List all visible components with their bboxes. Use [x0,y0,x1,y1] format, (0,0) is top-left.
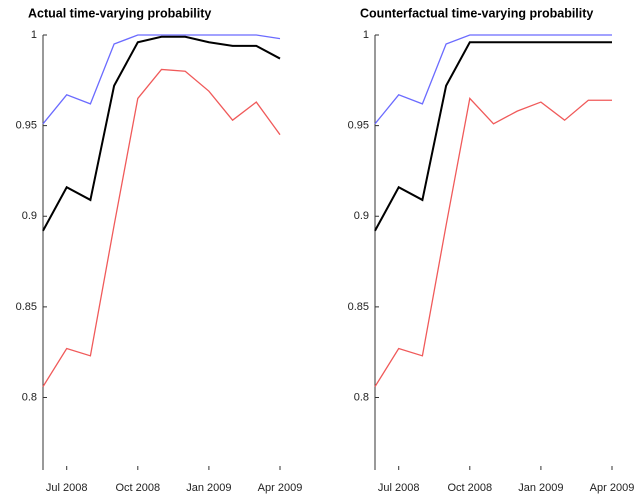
series-line [374,34,612,125]
y-tick-label: 0.9 [354,210,369,222]
x-tick-label: Apr 2009 [258,482,303,494]
x-tick-label: Oct 2008 [115,482,160,494]
series-line [42,68,281,387]
y-tick-label: 0.9 [22,210,37,222]
y-tick-label: 0.95 [348,120,369,132]
y-tick-label: 0.85 [16,301,37,313]
series-line [42,35,281,232]
x-tick-label: Jan 2009 [186,482,231,494]
x-tick-label: Jul 2008 [46,482,88,494]
x-tick-label: Oct 2008 [447,482,492,494]
y-tick-label: 0.85 [348,301,369,313]
series-line [42,34,281,125]
y-tick-label: 1 [31,29,37,41]
x-tick-label: Apr 2009 [590,482,635,494]
x-tick-label: Jan 2009 [518,482,563,494]
series-line [374,97,612,387]
y-tick-label: 0.95 [16,120,37,132]
y-tick-label: 1 [363,29,369,41]
y-tick-label: 0.8 [22,391,37,403]
chart-title: Actual time-varying probability [28,6,211,20]
y-tick-label: 0.8 [354,391,369,403]
series-line [374,41,612,232]
x-tick-label: Jul 2008 [378,482,420,494]
chart-title: Counterfactual time-varying probability [360,6,593,20]
